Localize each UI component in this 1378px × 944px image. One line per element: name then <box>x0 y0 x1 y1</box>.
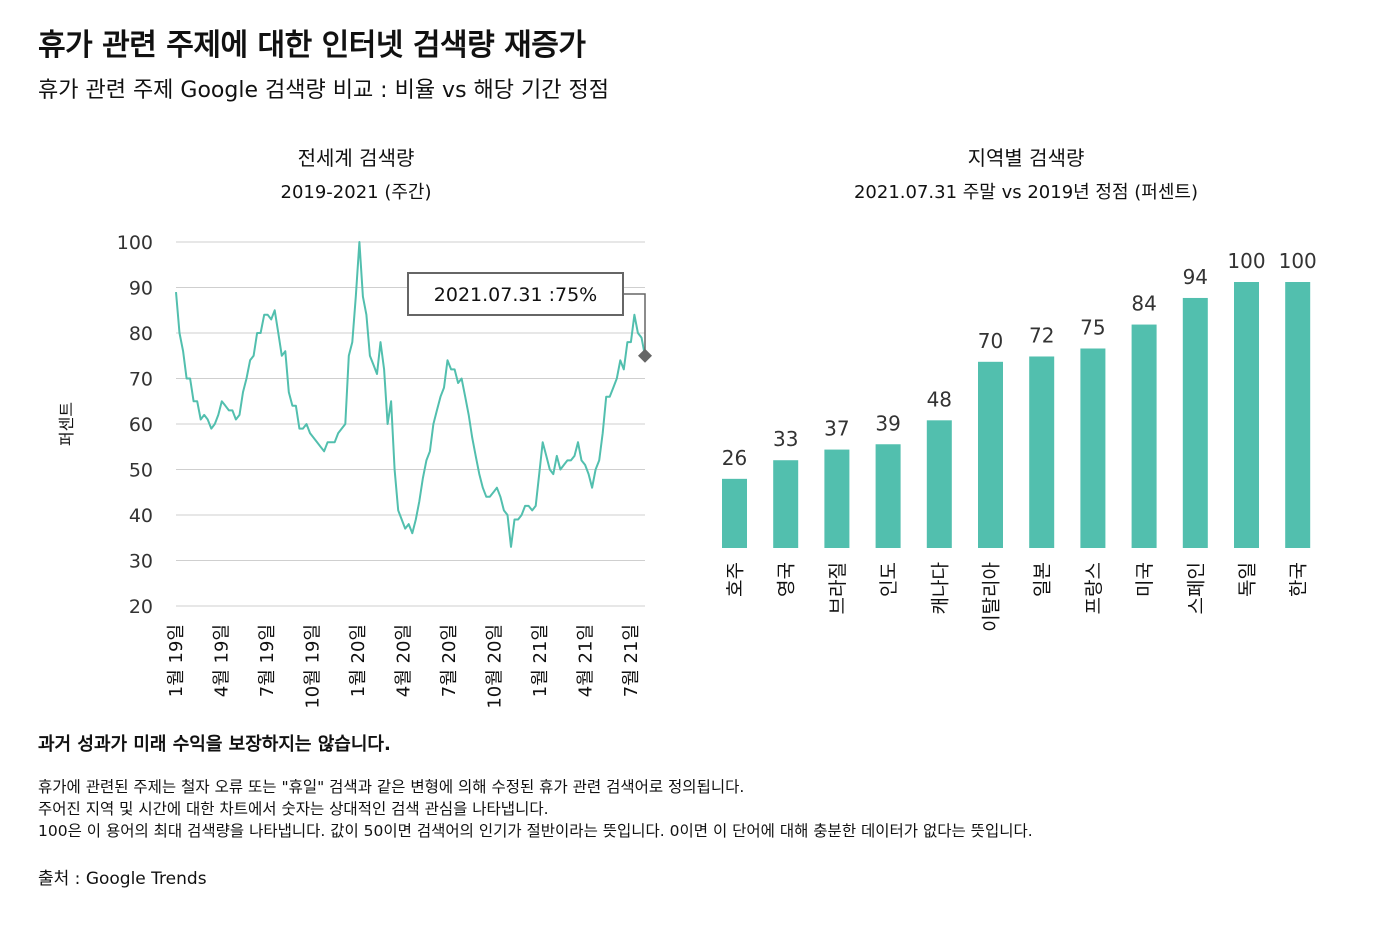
bar-category-label: 미국 <box>1134 562 1156 597</box>
disclaimer: 과거 성과가 미래 수익을 보장하지는 않습니다. <box>38 734 391 755</box>
bar <box>1131 324 1157 548</box>
x-tick-label: 10월 19일 <box>303 624 324 709</box>
bar-value-label: 84 <box>1131 292 1156 316</box>
bar-category-label: 일본 <box>1032 562 1054 597</box>
bar <box>1182 297 1208 548</box>
bar <box>978 361 1003 548</box>
page-title: 휴가 관련 주제에 대한 인터넷 검색량 재증가 <box>38 28 586 63</box>
bar-value-label: 37 <box>824 417 849 441</box>
x-tick-label: 7월 21일 <box>621 624 642 697</box>
y-tick-label: 60 <box>129 414 153 436</box>
y-tick-label: 90 <box>129 278 153 300</box>
bar-chart-title: 지역별 검색량 <box>967 146 1085 170</box>
bar <box>1285 282 1311 548</box>
y-tick-label: 50 <box>129 460 153 482</box>
page-subtitle: 휴가 관련 주제 Google 검색량 비교 : 비율 vs 해당 기간 정점 <box>38 78 609 103</box>
y-tick-label: 30 <box>129 551 153 573</box>
annotation-leader <box>623 293 646 350</box>
annotation-marker <box>638 348 652 363</box>
bar-category-label: 독일 <box>1237 562 1259 597</box>
bar <box>773 460 799 548</box>
bar <box>1234 282 1259 548</box>
bar-category-label: 스페인 <box>1185 562 1207 614</box>
line-chart-subtitle: 2019-2021 (주간) <box>280 182 432 203</box>
note-line: 100은 이 용어의 최대 검색량을 나타냅니다. 값이 50이면 검색어의 인… <box>38 822 1033 840</box>
bar <box>926 420 952 548</box>
x-tick-label: 1월 19일 <box>166 624 187 697</box>
note-line: 주어진 지역 및 시간에 대한 차트에서 숫자는 상대적인 검색 관심을 나타냅… <box>38 800 549 818</box>
bar-category-label: 인도 <box>878 562 900 597</box>
x-tick-label: 10월 20일 <box>485 624 506 709</box>
bar-category-label: 영국 <box>776 562 798 597</box>
x-tick-label: 7월 19일 <box>257 624 278 697</box>
bar-category-label: 한국 <box>1288 562 1310 597</box>
notes: 휴가에 관련된 주제는 철자 오류 또는 "휴일" 검색과 같은 변형에 의해 … <box>38 776 1033 842</box>
bar-category-label: 브라질 <box>827 562 849 614</box>
y-tick-label: 70 <box>129 369 153 391</box>
bar-category-label: 호주 <box>725 562 747 597</box>
bar <box>1080 348 1106 548</box>
bar-chart-subtitle: 2021.07.31 주말 vs 2019년 정점 (퍼센트) <box>853 182 1199 203</box>
y-tick-label: 20 <box>129 596 153 618</box>
annotation-label: 2021.07.31 :75% <box>434 284 597 306</box>
x-tick-label: 1월 21일 <box>530 624 551 697</box>
x-tick-label: 4월 21일 <box>576 624 597 697</box>
line-chart-title: 전세계 검색량 <box>297 146 415 170</box>
bar-chart: 26 호주 33 영국 37 브라질 39 인도 48 캐나다 70 이탈리아 72 일본 75 프랑스 84 미… <box>722 249 1317 632</box>
line-chart: 100 90 80 70 60 50 40 30 20 퍼센트 1월 19일 4월 19일 7월 19일… <box>57 232 652 709</box>
note-line: 휴가에 관련된 주제는 철자 오류 또는 "휴일" 검색과 같은 변형에 의해 … <box>38 778 745 796</box>
x-tick-label: 7월 20일 <box>439 624 460 697</box>
bar <box>875 444 901 548</box>
annotation-box <box>407 272 624 316</box>
bar <box>824 449 850 548</box>
y-axis-label: 퍼센트 <box>57 402 76 446</box>
bar-category-label: 이탈리아 <box>981 562 1003 632</box>
bar-category-label: 프랑스 <box>1083 562 1105 614</box>
bar-category-label: 캐나다 <box>929 562 951 614</box>
bar-value-label: 72 <box>1029 323 1054 347</box>
bar <box>722 478 747 548</box>
bar-value-label: 48 <box>927 387 952 411</box>
y-tick-label: 80 <box>129 323 153 345</box>
source: 출처 : Google Trends <box>38 869 207 889</box>
bar-value-label: 75 <box>1080 316 1105 340</box>
bar-value-label: 26 <box>722 446 747 470</box>
bar-value-label: 100 <box>1227 249 1265 273</box>
bar-value-label: 70 <box>978 329 1003 353</box>
series-line <box>175 241 646 548</box>
bar-value-label: 39 <box>875 411 900 435</box>
bar-value-label: 94 <box>1183 265 1208 289</box>
bar-value-label: 100 <box>1279 249 1317 273</box>
x-tick-label: 1월 20일 <box>348 624 369 697</box>
x-tick-label: 4월 20일 <box>394 624 415 697</box>
y-tick-label: 100 <box>117 232 153 254</box>
bar-value-label: 33 <box>773 427 798 451</box>
x-tick-label: 4월 19일 <box>212 624 233 697</box>
y-tick-label: 40 <box>129 505 153 527</box>
bar <box>1029 356 1055 548</box>
